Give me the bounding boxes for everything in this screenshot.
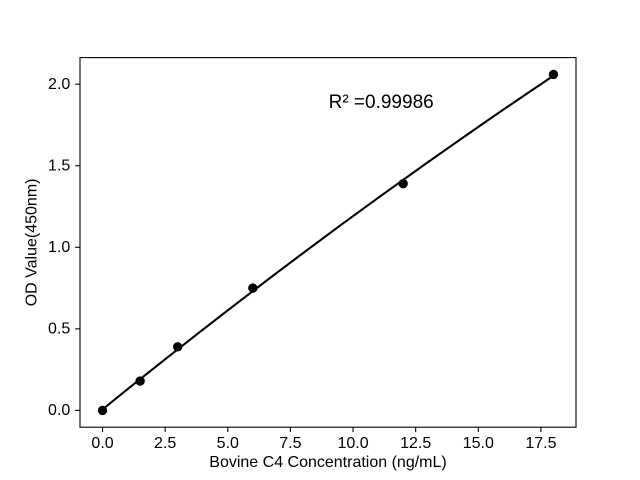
svg-text:2.5: 2.5 <box>154 435 176 452</box>
svg-text:OD Value(450nm): OD Value(450nm) <box>24 179 41 307</box>
svg-text:12.5: 12.5 <box>400 435 431 452</box>
svg-text:1.5: 1.5 <box>48 157 70 174</box>
svg-text:0.0: 0.0 <box>91 435 113 452</box>
svg-text:17.5: 17.5 <box>525 435 556 452</box>
svg-text:1.0: 1.0 <box>48 239 70 256</box>
svg-text:Bovine C4 Concentration (ng/mL: Bovine C4 Concentration (ng/mL) <box>209 454 446 471</box>
svg-text:7.5: 7.5 <box>279 435 301 452</box>
svg-text:R² =0.99986: R² =0.99986 <box>329 92 434 113</box>
svg-text:2.0: 2.0 <box>48 76 70 93</box>
svg-text:0.0: 0.0 <box>48 402 70 419</box>
svg-text:10.0: 10.0 <box>337 435 368 452</box>
svg-text:0.5: 0.5 <box>48 321 70 338</box>
svg-text:5.0: 5.0 <box>217 435 239 452</box>
svg-text:15.0: 15.0 <box>463 435 494 452</box>
